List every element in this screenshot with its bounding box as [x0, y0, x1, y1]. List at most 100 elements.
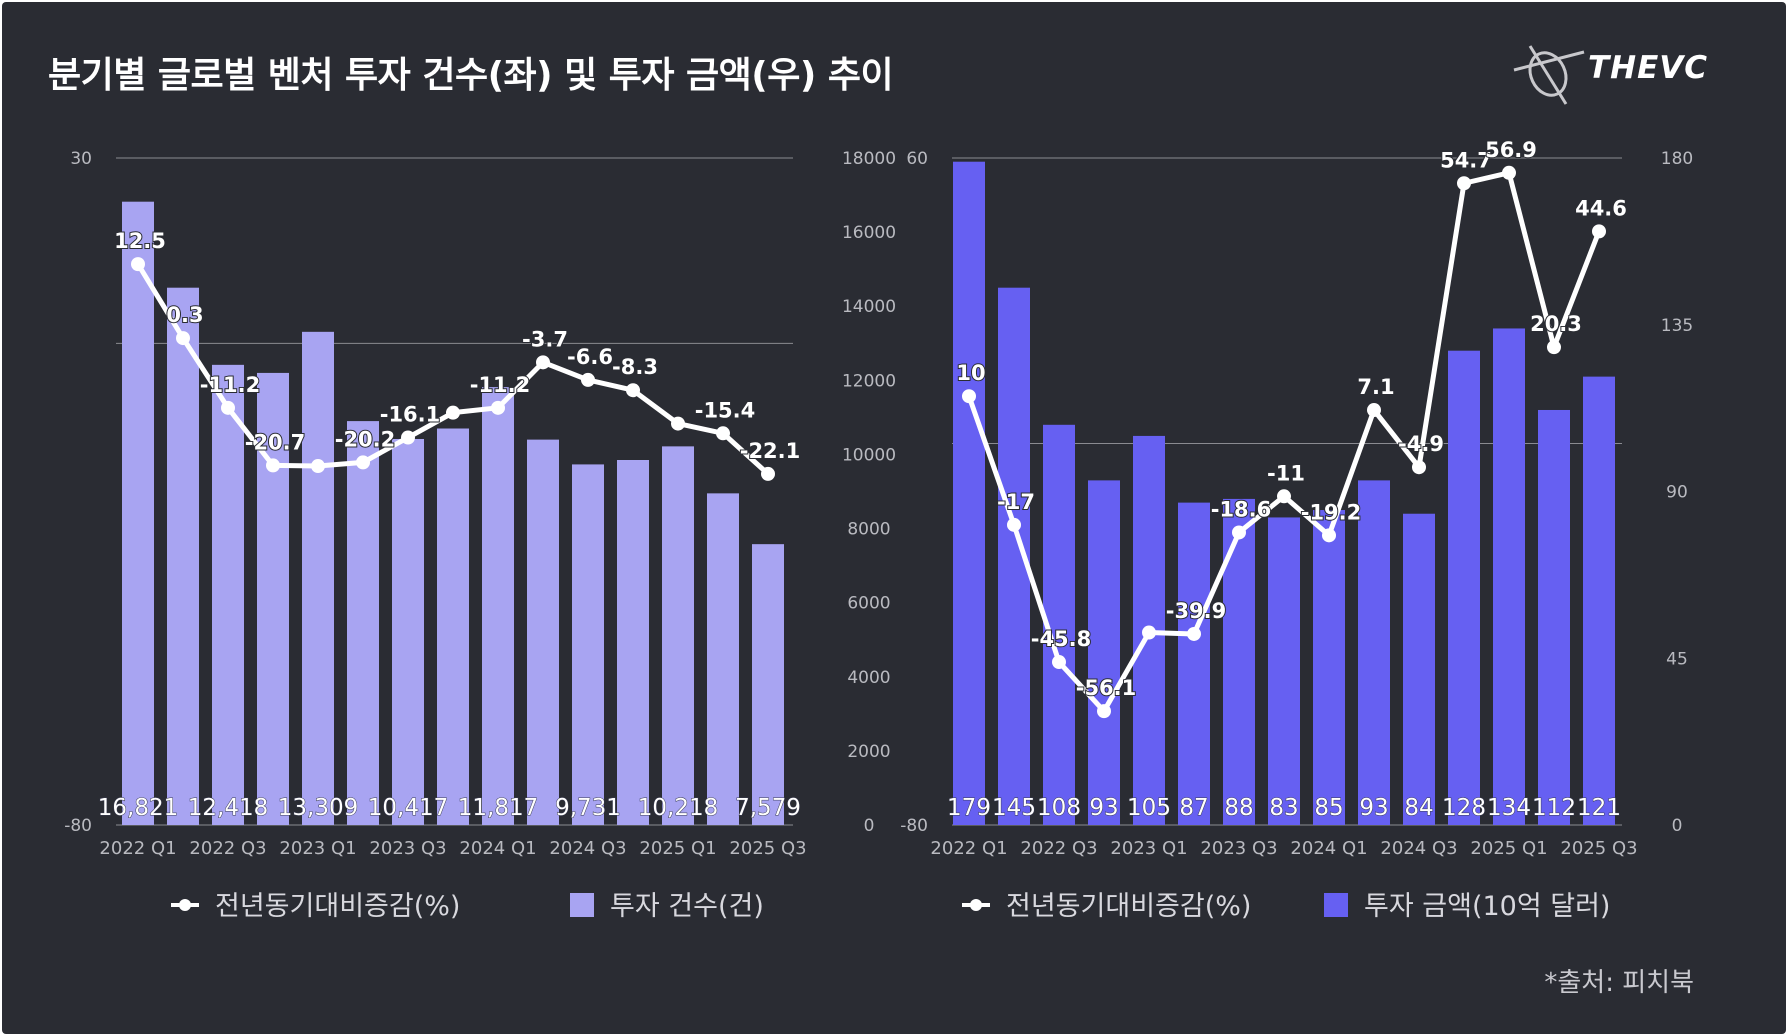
bar [1358, 480, 1390, 825]
bar-value-label: 85 [1314, 795, 1343, 821]
yoy-point [266, 458, 280, 473]
bar-value-label: 93 [1089, 795, 1118, 821]
bar [953, 161, 985, 825]
legend-label-line: 전년동기대비증감(%) [215, 891, 460, 922]
x-tick-label: 2022 Q3 [189, 838, 266, 859]
bar [212, 364, 244, 825]
yoy-point [962, 389, 976, 404]
bar-value-label: 11,817 [458, 795, 538, 821]
right-axis-tick: 0 [1672, 816, 1683, 836]
yoy-point [581, 372, 595, 387]
yoy-point-label: 0.3 [166, 303, 203, 327]
bar [122, 201, 154, 826]
bar [167, 287, 199, 825]
bar [707, 493, 739, 825]
yoy-point-label: -17 [997, 490, 1035, 514]
yoy-point-label: -18.6 [1211, 497, 1272, 521]
yoy-point [1097, 704, 1111, 719]
bar [1088, 480, 1120, 825]
bar-value-label: 134 [1487, 795, 1531, 821]
legend-dot-icon [970, 899, 982, 911]
right-axis-tick: 90 [1666, 483, 1688, 503]
bar [752, 544, 784, 825]
x-tick-label: 2023 Q1 [279, 838, 356, 859]
yoy-point-label: -11 [1267, 461, 1305, 485]
bar-value-label: 121 [1577, 795, 1621, 821]
right-axis-tick: 8000 [847, 520, 890, 540]
yoy-point [1322, 528, 1336, 543]
yoy-point [671, 416, 685, 431]
bar [1223, 498, 1255, 825]
yoy-point-label: 10 [956, 361, 985, 385]
yoy-point-label: -22.1 [740, 439, 801, 463]
yoy-point [1547, 340, 1561, 355]
yoy-point-label: -39.9 [1166, 599, 1227, 623]
yoy-point [311, 459, 325, 474]
bar-value-label: 83 [1269, 795, 1298, 821]
left-axis-tick: -80 [900, 816, 928, 836]
bar-value-label: 179 [947, 795, 991, 821]
yoy-point [1367, 403, 1381, 418]
yoy-point [761, 466, 775, 481]
bar [1268, 517, 1300, 825]
right-axis-tick: 2000 [847, 742, 890, 762]
right-axis-tick: 10000 [842, 445, 896, 465]
yoy-point-label: -3.7 [522, 327, 568, 351]
legend-label-line: 전년동기대비증감(%) [1006, 891, 1251, 922]
left-axis-tick: 30 [70, 149, 92, 169]
yoy-point-label: -11.2 [200, 373, 261, 397]
bar-value-label: 16,821 [98, 795, 178, 821]
yoy-point [1412, 460, 1426, 475]
yoy-point-label: 44.6 [1575, 196, 1627, 220]
page-title: 분기별 글로벌 벤처 투자 건수(좌) 및 투자 금액(우) 추이 [48, 55, 894, 96]
yoy-point [491, 400, 505, 415]
yoy-point [176, 331, 190, 346]
right-axis-tick: 18000 [842, 149, 896, 169]
yoy-point-label: 20.3 [1530, 312, 1582, 336]
yoy-point-label: -6.6 [567, 345, 613, 369]
x-tick-label: 2023 Q3 [369, 838, 446, 859]
bar-value-label: 10,417 [368, 795, 448, 821]
brand-name: THEVC [1588, 50, 1709, 86]
yoy-point [626, 383, 640, 398]
right-axis-tick: 12000 [842, 371, 896, 391]
x-tick-label: 2023 Q1 [1110, 838, 1187, 859]
bar-value-label: 93 [1359, 795, 1388, 821]
yoy-point-label: -16.1 [380, 403, 441, 427]
bar-value-label: 13,309 [278, 795, 358, 821]
left-axis-tick: 60 [906, 149, 928, 169]
bar-value-label: 105 [1127, 795, 1171, 821]
x-tick-label: 2024 Q3 [1380, 838, 1457, 859]
x-tick-label: 2024 Q3 [549, 838, 626, 859]
yoy-point [131, 257, 145, 272]
yoy-point [446, 405, 460, 420]
bar [1178, 502, 1210, 825]
yoy-point [1142, 625, 1156, 640]
bar-value-label: 87 [1179, 795, 1208, 821]
x-tick-label: 2025 Q3 [729, 838, 806, 859]
right-axis-tick: 45 [1666, 649, 1688, 669]
yoy-point [1232, 525, 1246, 540]
bar-value-label: 145 [992, 795, 1036, 821]
logo-mark-icon [1513, 45, 1585, 105]
yoy-point [1457, 176, 1471, 191]
bar-value-label: 9,731 [555, 795, 621, 821]
legend-label-bar: 투자 건수(건) [610, 891, 764, 922]
bar [527, 439, 559, 825]
legend-label-bar: 투자 금액(10억 달러) [1364, 891, 1610, 922]
yoy-point [1502, 165, 1516, 180]
bar-value-label: 84 [1404, 795, 1433, 821]
x-tick-label: 2023 Q3 [1200, 838, 1277, 859]
yoy-point [401, 430, 415, 445]
yoy-point [1277, 489, 1291, 504]
legend-swatch-icon [570, 893, 594, 917]
legend-dot-icon [179, 899, 191, 911]
x-tick-label: 2025 Q3 [1560, 838, 1637, 859]
yoy-point [1007, 517, 1021, 532]
yoy-point [536, 355, 550, 370]
yoy-point-label: 12.5 [114, 229, 166, 253]
yoy-point-label: -45.8 [1031, 627, 1092, 651]
bar-value-label: 12,418 [188, 795, 268, 821]
right-axis-tick: 180 [1661, 149, 1693, 169]
